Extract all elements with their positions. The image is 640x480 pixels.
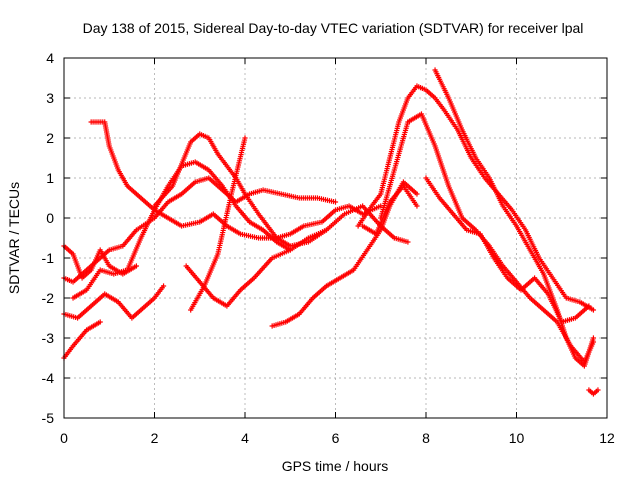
series-trace-8 [188,135,248,313]
y-tick-label: 4 [46,50,54,66]
x-tick-label: 12 [599,430,615,446]
series-trace-12 [432,67,597,369]
x-tick-label: 2 [151,430,159,446]
x-tick-labels: 0 2 4 6 8 10 12 [60,430,615,446]
y-tick-label: 3 [46,90,54,106]
data-point [242,135,248,141]
grid [64,58,607,418]
data-point [414,203,420,209]
x-tick-label: 6 [332,430,340,446]
data-point [405,239,411,245]
x-tick-label: 4 [241,430,249,446]
data-point [414,191,420,197]
data-point [590,307,597,313]
y-tick-label: 1 [46,170,54,186]
axis-ticks [63,57,608,419]
x-axis-label: GPS time / hours [282,458,389,474]
y-tick-label: -1 [42,250,55,266]
data-point [586,303,592,309]
series-trace-16 [61,243,139,281]
series-trace-10 [355,83,597,313]
series-trace-11 [378,111,597,365]
series-trace-3 [70,159,330,301]
series-trace-1 [88,119,384,241]
chart-title: Day 138 of 2015, Sidereal Day-to-day VTE… [83,20,584,36]
series-trace-4 [151,131,411,249]
y-axis-label: SDTVAR / TECUs [6,182,22,294]
data-marks [61,67,601,397]
data-point [332,199,339,205]
series-trace-9 [269,179,420,329]
series-trace-14 [586,387,601,397]
y-tick-label: -2 [42,290,55,306]
y-tick-label: -5 [42,410,55,426]
series-trace-15 [360,183,420,237]
y-tick-labels: -5 -4 -3 -2 -1 0 1 2 3 4 [42,50,55,426]
data-point [287,247,293,253]
series-trace-7 [183,247,293,309]
series-trace-13 [423,175,592,325]
data-point [97,319,103,325]
y-tick-label: -3 [42,330,55,346]
data-point [595,387,601,393]
y-tick-label: -4 [42,370,55,386]
y-tick-label: 0 [46,210,54,226]
series-trace-6 [61,319,103,361]
series-trace-5 [61,283,167,321]
data-point [133,263,139,269]
x-tick-label: 10 [509,430,525,446]
y-tick-label: 2 [46,130,54,146]
x-tick-label: 8 [422,430,430,446]
x-tick-label: 0 [60,430,68,446]
data-point [590,335,597,341]
data-point [160,283,167,289]
